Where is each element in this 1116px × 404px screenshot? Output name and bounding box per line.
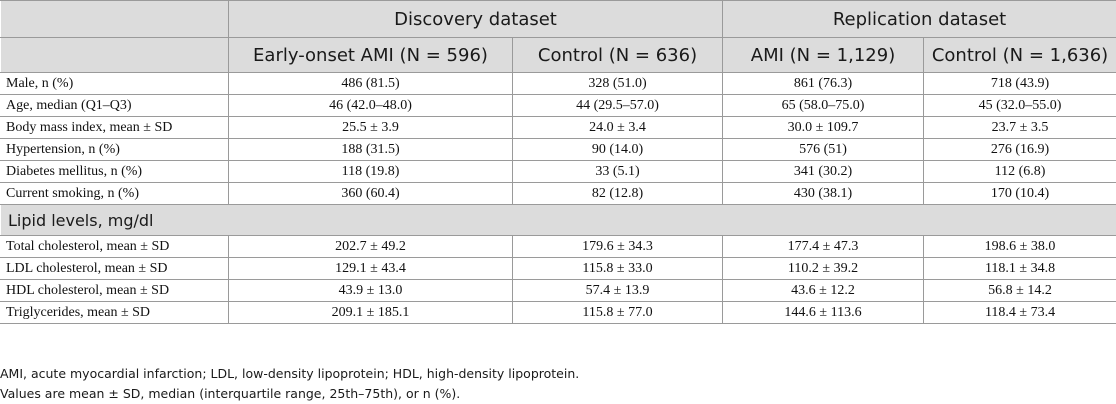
table-row: Age, median (Q1–Q3) 46 (42.0–48.0) 44 (2… [0, 94, 1116, 117]
group-header-empty [0, 0, 229, 38]
row-label: Age, median (Q1–Q3) [0, 94, 229, 117]
table-row: HDL cholesterol, mean ± SD 43.9 ± 13.0 5… [0, 279, 1116, 302]
row-label: Male, n (%) [0, 72, 229, 95]
table-cell: 144.6 ± 113.6 [722, 301, 925, 324]
table-cell: 202.7 ± 49.2 [228, 235, 513, 258]
footnote-abbreviations: AMI, acute myocardial infarction; LDL, l… [0, 366, 580, 381]
table-cell: 118.4 ± 73.4 [923, 301, 1116, 324]
table-cell: 179.6 ± 34.3 [511, 235, 724, 258]
table-cell: 177.4 ± 47.3 [722, 235, 925, 258]
table-cell: 112 (6.8) [923, 160, 1116, 183]
table-cell: 188 (31.5) [228, 138, 513, 161]
table-row: Hypertension, n (%) 188 (31.5) 90 (14.0)… [0, 138, 1116, 161]
table-cell: 129.1 ± 43.4 [228, 257, 513, 280]
table-cell: 25.5 ± 3.9 [228, 116, 513, 139]
section-header-lipid-levels: Lipid levels, mg/dl [0, 204, 1116, 236]
column-header-replication-control: Control (N = 1,636) [923, 37, 1116, 73]
table-cell: 118 (19.8) [228, 160, 513, 183]
table-cell: 115.8 ± 33.0 [511, 257, 724, 280]
table-cell: 24.0 ± 3.4 [511, 116, 724, 139]
table-cell: 30.0 ± 109.7 [722, 116, 925, 139]
table-cell: 65 (58.0–75.0) [722, 94, 925, 117]
table-cell: 45 (32.0–55.0) [923, 94, 1116, 117]
table-row: Triglycerides, mean ± SD 209.1 ± 185.1 1… [0, 301, 1116, 324]
column-header-early-onset-ami: Early-onset AMI (N = 596) [228, 37, 513, 73]
table-cell: 56.8 ± 14.2 [923, 279, 1116, 302]
column-header-row: Early-onset AMI (N = 596) Control (N = 6… [0, 37, 1116, 73]
table-cell: 170 (10.4) [923, 182, 1116, 205]
table-row: Current smoking, n (%) 360 (60.4) 82 (12… [0, 182, 1116, 205]
table-cell: 861 (76.3) [722, 72, 925, 95]
table-cell: 486 (81.5) [228, 72, 513, 95]
table-cell: 360 (60.4) [228, 182, 513, 205]
table-cell: 43.6 ± 12.2 [722, 279, 925, 302]
table-cell: 341 (30.2) [722, 160, 925, 183]
table-cell: 82 (12.8) [511, 182, 724, 205]
table-cell: 209.1 ± 185.1 [228, 301, 513, 324]
table-cell: 43.9 ± 13.0 [228, 279, 513, 302]
table-cell: 198.6 ± 38.0 [923, 235, 1116, 258]
table-cell: 44 (29.5–57.0) [511, 94, 724, 117]
footnote-values: Values are mean ± SD, median (interquart… [0, 386, 461, 401]
table-row: Male, n (%) 486 (81.5) 328 (51.0) 861 (7… [0, 72, 1116, 95]
table-cell: 23.7 ± 3.5 [923, 116, 1116, 139]
column-header-replication-ami: AMI (N = 1,129) [722, 37, 925, 73]
column-header-discovery-control: Control (N = 636) [511, 37, 724, 73]
table-cell: 110.2 ± 39.2 [722, 257, 925, 280]
table-cell: 57.4 ± 13.9 [511, 279, 724, 302]
group-header-replication: Replication dataset [722, 0, 1116, 38]
column-header-label [0, 37, 229, 73]
row-label: Diabetes mellitus, n (%) [0, 160, 229, 183]
table-cell: 430 (38.1) [722, 182, 925, 205]
group-header-discovery: Discovery dataset [227, 0, 724, 38]
table-container: Discovery dataset Replication dataset Ea… [0, 0, 1116, 324]
table-row: Body mass index, mean ± SD 25.5 ± 3.9 24… [0, 116, 1116, 139]
table-cell: 118.1 ± 34.8 [923, 257, 1116, 280]
table-row: Total cholesterol, mean ± SD 202.7 ± 49.… [0, 235, 1116, 258]
row-label: Body mass index, mean ± SD [0, 116, 229, 139]
table-cell: 90 (14.0) [511, 138, 724, 161]
table-row: LDL cholesterol, mean ± SD 129.1 ± 43.4 … [0, 257, 1116, 280]
row-label: Total cholesterol, mean ± SD [0, 235, 229, 258]
table-cell: 46 (42.0–48.0) [228, 94, 513, 117]
group-header-row: Discovery dataset Replication dataset [0, 0, 1116, 38]
table-cell: 576 (51) [722, 138, 925, 161]
row-label: Current smoking, n (%) [0, 182, 229, 205]
table-cell: 718 (43.9) [923, 72, 1116, 95]
table-cell: 115.8 ± 77.0 [511, 301, 724, 324]
table-cell: 328 (51.0) [511, 72, 724, 95]
table-cell: 33 (5.1) [511, 160, 724, 183]
table-row: Diabetes mellitus, n (%) 118 (19.8) 33 (… [0, 160, 1116, 183]
row-label: HDL cholesterol, mean ± SD [0, 279, 229, 302]
row-label: Hypertension, n (%) [0, 138, 229, 161]
table-footnotes: AMI, acute myocardial infarction; LDL, l… [0, 364, 579, 404]
table-cell: 276 (16.9) [923, 138, 1116, 161]
row-label: Triglycerides, mean ± SD [0, 301, 229, 324]
section-header-row: Lipid levels, mg/dl [0, 204, 1116, 236]
row-label: LDL cholesterol, mean ± SD [0, 257, 229, 280]
baseline-characteristics-table: Discovery dataset Replication dataset Ea… [0, 0, 1116, 324]
